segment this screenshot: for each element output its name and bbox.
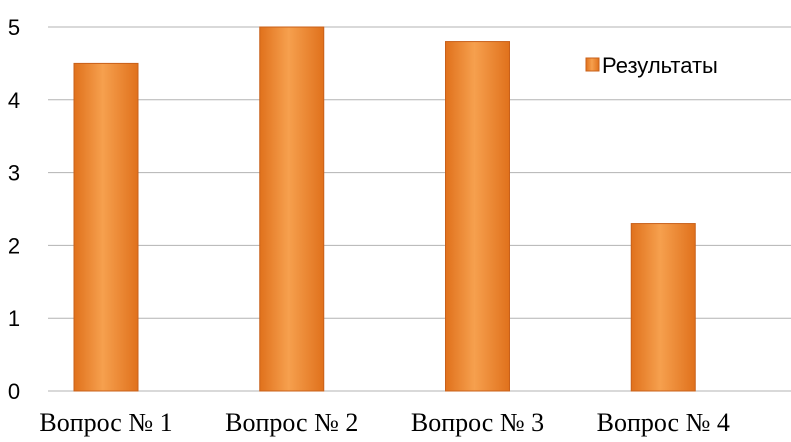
y-tick-label: 5 bbox=[8, 15, 20, 40]
legend: Результаты bbox=[585, 53, 718, 78]
x-tick-label: Вопрос № 2 bbox=[225, 408, 358, 437]
bar-3 bbox=[445, 41, 510, 392]
x-axis-ticks: Вопрос № 1 Вопрос № 2 Вопрос № 3 Вопрос № 4 bbox=[39, 408, 730, 437]
bar-1 bbox=[73, 62, 139, 392]
x-tick-label: Вопрос № 1 bbox=[39, 408, 172, 437]
legend-label: Результаты bbox=[602, 53, 718, 78]
y-tick-label: 0 bbox=[8, 379, 20, 404]
legend-swatch bbox=[585, 57, 600, 72]
y-axis-ticks: 0 1 2 3 4 5 bbox=[8, 15, 20, 404]
y-tick-label: 3 bbox=[8, 161, 20, 186]
x-tick-label: Вопрос № 3 bbox=[411, 408, 544, 437]
y-tick-label: 1 bbox=[8, 306, 20, 331]
bar-2 bbox=[259, 26, 325, 392]
bars bbox=[73, 26, 696, 392]
x-tick-label: Вопрос № 4 bbox=[597, 408, 730, 437]
y-tick-label: 2 bbox=[8, 233, 20, 258]
bar-4 bbox=[630, 223, 696, 392]
y-tick-label: 4 bbox=[8, 88, 20, 113]
